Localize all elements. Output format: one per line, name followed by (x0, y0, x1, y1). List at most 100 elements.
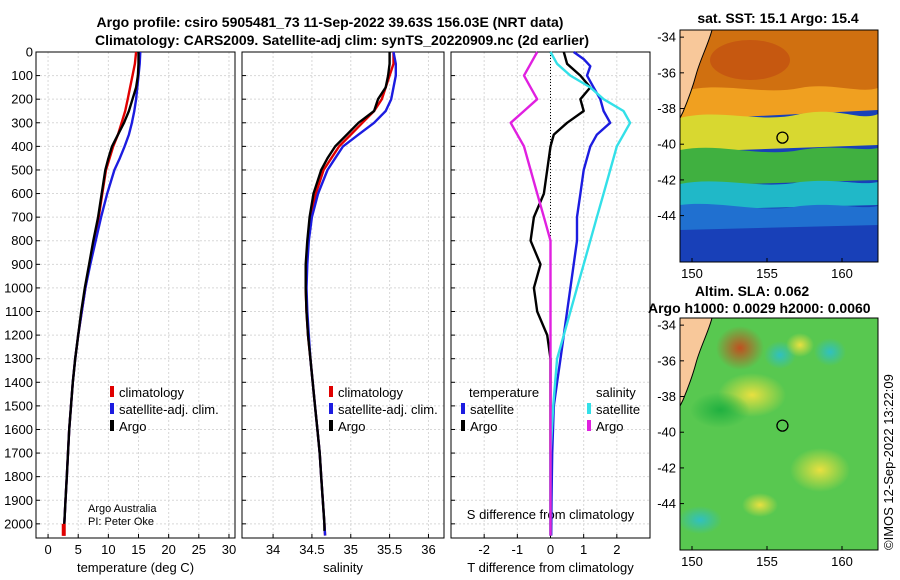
y-tick-label: 2000 (4, 516, 33, 531)
x-tick-label: 0 (547, 542, 554, 557)
sst-map-ticks: 150 155 160 -34 -36 -38 -40 -42 -44 (657, 30, 853, 281)
legend-swatch-satellite (329, 403, 333, 414)
map-x-tick-label: 160 (831, 266, 853, 281)
x-axis-label: temperature (deg C) (77, 560, 194, 575)
x-tick-label: 2 (613, 542, 620, 557)
legend-swatch-climatology (110, 386, 114, 397)
y-tick-label: 100 (11, 68, 33, 83)
legend-swatch-climatology (329, 386, 333, 397)
sst-argo-location-marker (776, 131, 789, 144)
sla-warm-eddy (716, 326, 764, 370)
legend-label-climatology: climatology (119, 385, 185, 400)
sst-orange-band (680, 86, 878, 120)
x-tick-label: 34.5 (299, 542, 324, 557)
legend-title-salinity: salinity (596, 385, 636, 400)
sla-yellow-patch-3 (742, 493, 778, 517)
y-tick-label: 200 (11, 92, 33, 107)
map-y-tick-label: -38 (657, 389, 676, 404)
sla-land (680, 318, 713, 407)
y-tick-label: 1500 (4, 398, 33, 413)
credit-line-1: Argo Australia (88, 503, 157, 515)
legend-swatch-argo (329, 420, 333, 431)
y-tick-label: 1000 (4, 280, 33, 295)
map-y-tick-label: -36 (657, 65, 676, 80)
y-tick-label: 600 (11, 186, 33, 201)
figure-title-line-1: Argo profile: csiro 5905481_73 11-Sep-20… (97, 14, 564, 30)
temperature-legend: climatology satellite-adj. clim. Argo (110, 385, 219, 434)
y-tick-label: 1600 (4, 422, 33, 437)
sla-yellow-patch-2 (790, 448, 850, 492)
x-tick-label: 34 (266, 542, 280, 557)
x-tick-label: 15 (131, 542, 145, 557)
sla-map-title: Altim. SLA: 0.062 (695, 283, 810, 299)
sla-argo-location-marker (776, 419, 789, 432)
legend-label-s-argo: Argo (596, 419, 623, 434)
map-y-tick-label: -44 (657, 208, 676, 223)
y-tick-label: 1700 (4, 446, 33, 461)
map-y-tick-label: -40 (657, 137, 676, 152)
salinity-legend: climatology satellite-adj. clim. Argo (329, 385, 438, 434)
map-x-tick-label: 150 (681, 266, 703, 281)
map-x-tick-label: 160 (831, 554, 853, 569)
x-tick-label: 0 (44, 542, 51, 557)
legend-label-argo: Argo (119, 419, 146, 434)
map-x-tick-label: 155 (756, 266, 778, 281)
legend-label-t-argo: Argo (470, 419, 497, 434)
y-tick-label: 800 (11, 233, 33, 248)
sst-map-title: sat. SST: 15.1 Argo: 15.4 (697, 10, 859, 26)
y-tick-label: 700 (11, 210, 33, 225)
series-line-argo (304, 52, 391, 531)
map-y-tick-label: -34 (657, 318, 676, 333)
legend-title-temperature: temperature (469, 385, 539, 400)
sst-cyan-band (680, 180, 878, 210)
legend-swatch-s-satellite (587, 403, 591, 414)
figure-title-line-2: Climatology: CARS2009. Satellite-adj cli… (95, 32, 589, 48)
x-tick-label: 1 (580, 542, 587, 557)
legend-label-t-satellite: satellite (470, 402, 514, 417)
series-line-argo (509, 51, 552, 536)
axes-frame (241, 51, 445, 539)
legend-label-argo: Argo (338, 419, 365, 434)
x-tick-label: -1 (512, 542, 524, 557)
y-tick-label: 1900 (4, 493, 33, 508)
legend-swatch-t-satellite (461, 403, 465, 414)
series-line-satellite (549, 51, 632, 536)
legend-label-climatology: climatology (338, 385, 404, 400)
sst-blue-band (680, 203, 878, 230)
legend-label-satellite: satellite-adj. clim. (338, 402, 438, 417)
map-y-tick-label: -34 (657, 30, 676, 45)
x-axis-label: T difference from climatology (467, 560, 634, 575)
temperature-profile-panel: 0 5 10 15 20 25 30 temperature (deg C) 0 100 200 30… (4, 45, 236, 576)
x-tick-label: -2 (478, 542, 490, 557)
sla-map-frame (679, 317, 879, 551)
map-y-tick-label: -42 (657, 172, 676, 187)
x-tick-label: 36 (421, 542, 435, 557)
y-tick-label: 1300 (4, 351, 33, 366)
map-y-tick-label: -40 (657, 425, 676, 440)
credit-line-2: PI: Peter Oke (88, 516, 154, 528)
series-line-argo (62, 52, 140, 532)
axes-frame (35, 51, 236, 539)
difference-legend: temperature salinity satellite Argo sate… (461, 385, 640, 434)
map-y-tick-label: -42 (657, 460, 676, 475)
x-tick-label: 35.5 (377, 542, 402, 557)
sst-land (680, 30, 713, 119)
y-tick-label: 1200 (4, 328, 33, 343)
sla-map-ticks: 150 155 160 -34 -36 -38 -40 -42 -44 (657, 318, 853, 569)
sla-cyan-patch (680, 506, 722, 534)
legend-label-s-satellite: satellite (596, 402, 640, 417)
y-tick-label: 1100 (5, 304, 33, 319)
sla-yellow-eddy (786, 333, 814, 357)
sla-map-subtitle: Argo h1000: 0.0029 h2000: 0.0060 (648, 300, 871, 316)
y-tick-label: 900 (11, 257, 33, 272)
sla-map: Altim. SLA: 0.062 Argo h1000: 0.0029 h20… (648, 283, 879, 569)
y-tick-label: 400 (11, 139, 33, 154)
series-end-marker (61, 523, 66, 536)
series-line-satellite (550, 51, 612, 536)
x-tick-label: 5 (75, 542, 82, 557)
x-axis-label: salinity (323, 560, 363, 575)
map-y-tick-label: -38 (657, 101, 676, 116)
series-line-climatology (63, 51, 138, 536)
